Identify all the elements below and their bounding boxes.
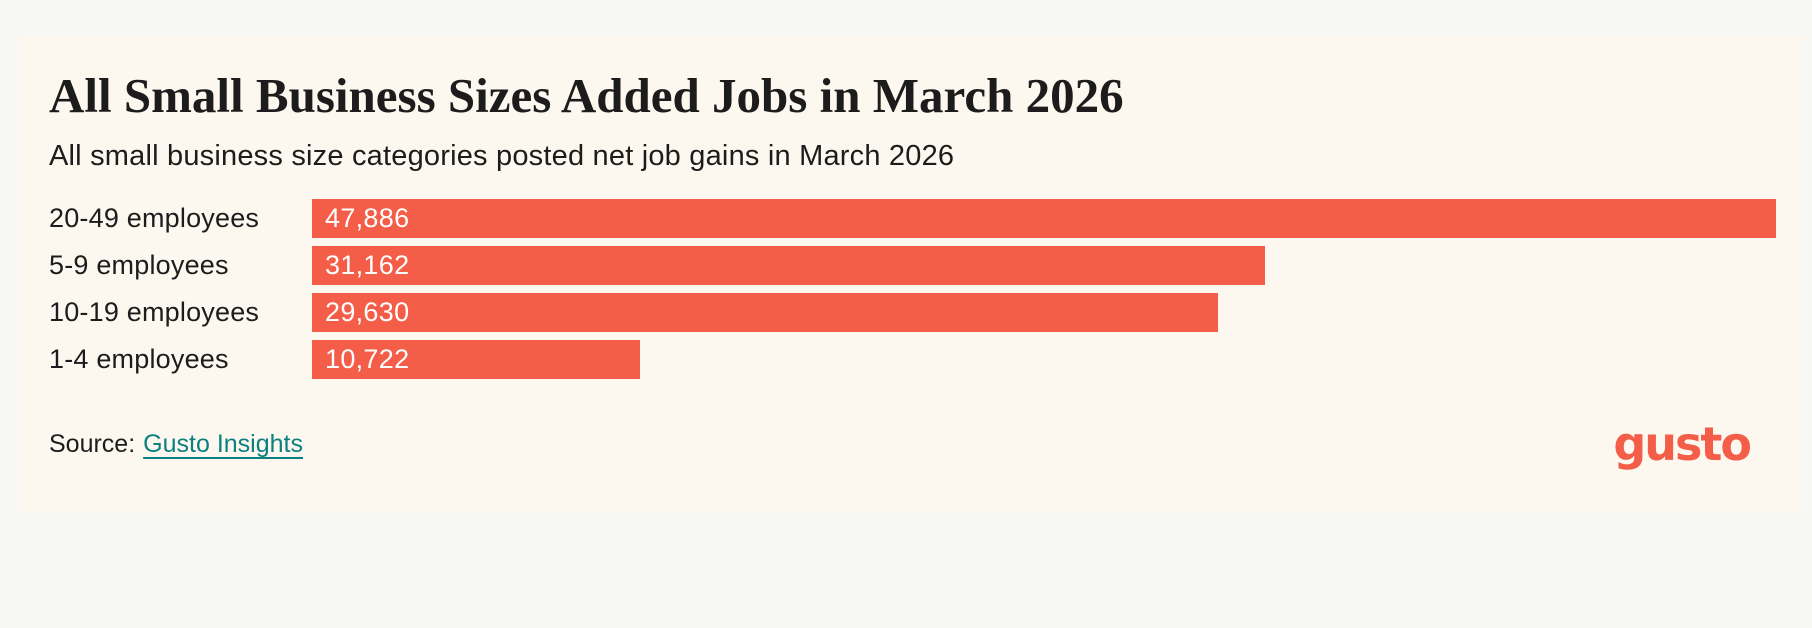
category-label: 5-9 employees: [49, 250, 229, 281]
card-footer: Source: Gusto Insights gusto: [49, 421, 1776, 467]
category-label: 1-4 employees: [49, 344, 229, 375]
chart-row: 10-19 employees 29,630: [49, 293, 1776, 333]
bar-value-label: 47,886: [325, 203, 410, 234]
bar-value-label: 10,722: [325, 344, 410, 375]
bar: 47,886: [312, 199, 1776, 239]
chart-row: 5-9 employees 31,162: [49, 246, 1776, 286]
bar-track: 47,886: [312, 199, 1776, 239]
source-prefix: Source:: [49, 429, 136, 458]
chart-title: All Small Business Sizes Added Jobs in M…: [49, 68, 1124, 123]
bar-track: 31,162: [312, 246, 1776, 286]
chart-subtitle: All small business size categories poste…: [49, 140, 955, 173]
source-line: Source: Gusto Insights: [49, 430, 303, 459]
bar-track: 29,630: [312, 293, 1776, 333]
gusto-logo: gusto: [1613, 417, 1752, 472]
chart-row: 1-4 employees 10,722: [49, 340, 1776, 380]
bar: 31,162: [312, 246, 1265, 286]
source-link[interactable]: Gusto Insights: [143, 429, 303, 458]
category-label: 20-49 employees: [49, 203, 260, 234]
bar: 10,722: [312, 340, 640, 380]
bar-track: 10,722: [312, 340, 1776, 380]
bar: 29,630: [312, 293, 1218, 333]
bar-value-label: 29,630: [325, 297, 410, 328]
category-label: 10-19 employees: [49, 297, 260, 328]
chart-row: 20-49 employees 47,886: [49, 199, 1776, 239]
bar-value-label: 31,162: [325, 250, 410, 281]
bar-chart: 20-49 employees 47,886 5-9 employees 31,…: [49, 199, 1776, 380]
chart-card: All Small Business Sizes Added Jobs in M…: [19, 36, 1804, 512]
